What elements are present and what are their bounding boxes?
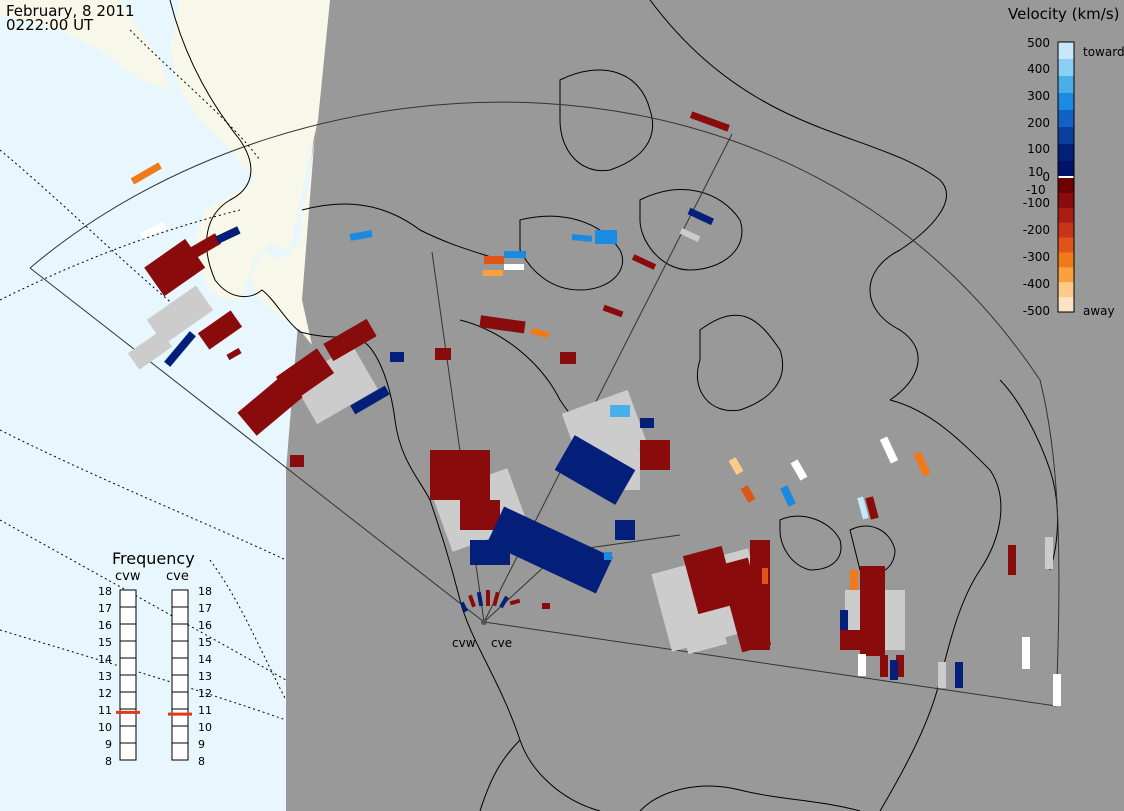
frequency-scale-label-cvw: 17 (98, 602, 112, 615)
velocity-colorbar-ticks: 500 400 300 200 100 0 -100 -200 -300 -400 -500 10 -1… (1023, 36, 1124, 318)
radar-site-markers (460, 590, 521, 625)
zero-velocity-echoes (139, 221, 1061, 706)
frequency-scale-label-cvw: 13 (98, 670, 112, 683)
frequency-scale-label-cve: 18 (198, 585, 212, 598)
colorbar-segment-toward (1058, 127, 1074, 145)
colorbar-segment-away (1058, 267, 1074, 283)
colorbar-segment-away (1058, 207, 1074, 224)
colorbar-segment-away (1058, 222, 1074, 239)
frequency-scale-label-cve: 10 (198, 721, 212, 734)
colorbar-segment-toward (1058, 76, 1074, 94)
colorbar-segment-away (1058, 297, 1074, 313)
frequency-panel-title: Frequency (112, 549, 195, 568)
night-region (286, 0, 1124, 811)
frequency-scale-label-cvw: 16 (98, 619, 112, 632)
frequency-scale-label-cvw: 8 (105, 755, 112, 768)
colorbar-frame (1057, 41, 1075, 313)
colorbar-segment-toward (1058, 59, 1074, 77)
velocity-colorbar (1057, 41, 1075, 313)
colorbar-tick-label: 300 (1027, 89, 1050, 103)
sunlit-land-alaska (0, 0, 330, 345)
colorbar-segment-toward (1058, 110, 1074, 128)
frequency-bar-cve (168, 589, 192, 761)
frequency-scale-label-cvw: 18 (98, 585, 112, 598)
colorbar-tick-label: -500 (1023, 304, 1050, 318)
orange-echoes (130, 162, 931, 590)
frequency-radar-label-cvw: cvw (115, 569, 141, 584)
frequency-scale-label-cve: 14 (198, 653, 212, 666)
near-range-fan (460, 590, 521, 613)
frequency-scale-label-cvw: 14 (98, 653, 112, 666)
frequency-scale-label-cve: 8 (198, 755, 205, 768)
sunlit-land-siberia (0, 0, 170, 90)
colorbar-segment-away (1058, 237, 1074, 253)
colorbar-tick-label: 10 (1028, 165, 1043, 179)
away-echoes (144, 111, 1016, 677)
radar-label-cvw: cvw (452, 636, 476, 650)
colorbar-tick-label: 0 (1042, 170, 1050, 184)
colorbar-tick-label: 200 (1027, 116, 1050, 130)
colorbar-segment-toward (1058, 42, 1074, 60)
frequency-scale-label-cvw: 9 (105, 738, 112, 751)
backscatter-cells (127, 111, 1061, 706)
colorbar-segment-toward (1058, 161, 1074, 179)
frequency-scale-label-cvw: 11 (98, 704, 112, 717)
frequency-scale-label-cve: 15 (198, 636, 212, 649)
light-toward-echoes (349, 230, 796, 560)
colorbar-segment-away (1058, 178, 1074, 194)
frequency-scale-label-cve: 13 (198, 670, 212, 683)
frequency-marker (168, 712, 192, 716)
colorbar-tick-label: -300 (1023, 250, 1050, 264)
colorbar-tick-label: -10 (1026, 183, 1046, 197)
colorbar-segment-away (1058, 282, 1074, 298)
colorbar-toward-label: toward (1083, 45, 1124, 59)
colorbar-tick-label: 100 (1027, 142, 1050, 156)
sunlit-land-alaska-main (170, 0, 330, 300)
frequency-radar-label-cve: cve (166, 569, 189, 584)
frequency-scale-label-cve: 12 (198, 687, 212, 700)
colorbar-away-label: away (1083, 304, 1115, 318)
toward-echoes (164, 207, 963, 688)
graticule (0, 29, 287, 721)
radar-label-cve: cve (491, 636, 512, 650)
frequency-scale-label-cve: 11 (198, 704, 212, 717)
date-label: February, 8 2011 (6, 2, 135, 20)
colorbar-tick-label: -200 (1023, 223, 1050, 237)
colorbar-segment-away (1058, 192, 1074, 209)
time-label: 0222:00 UT (6, 16, 94, 34)
colorbar-tick-label: -100 (1023, 196, 1050, 210)
colorbar-segment-toward (1058, 93, 1074, 111)
colorbar-tick-label: -400 (1023, 277, 1050, 291)
frequency-scale-label-cve: 16 (198, 619, 212, 632)
velocity-scale-title: Velocity (km/s) (1008, 5, 1120, 23)
colorbar-segment-toward (1058, 144, 1074, 162)
frequency-scale-label-cve: 17 (198, 602, 212, 615)
frequency-scale-label-cvw: 15 (98, 636, 112, 649)
frequency-panel: 18 18 17 17 16 16 15 15 14 14 13 13 12 12 11 11 10 10 9 9 8 8 (98, 585, 212, 768)
radar-site-dot (481, 619, 487, 625)
frequency-marker (116, 710, 140, 714)
colorbar-tick-label: 500 (1027, 36, 1050, 50)
colorbar-tick-label: 400 (1027, 62, 1050, 76)
frequency-scale-label-cve: 9 (198, 738, 205, 751)
frequency-bar-cvw (116, 589, 140, 761)
frequency-scale-label-cvw: 10 (98, 721, 112, 734)
frequency-scale-label-cvw: 12 (98, 687, 112, 700)
colorbar-segment-away (1058, 252, 1074, 268)
